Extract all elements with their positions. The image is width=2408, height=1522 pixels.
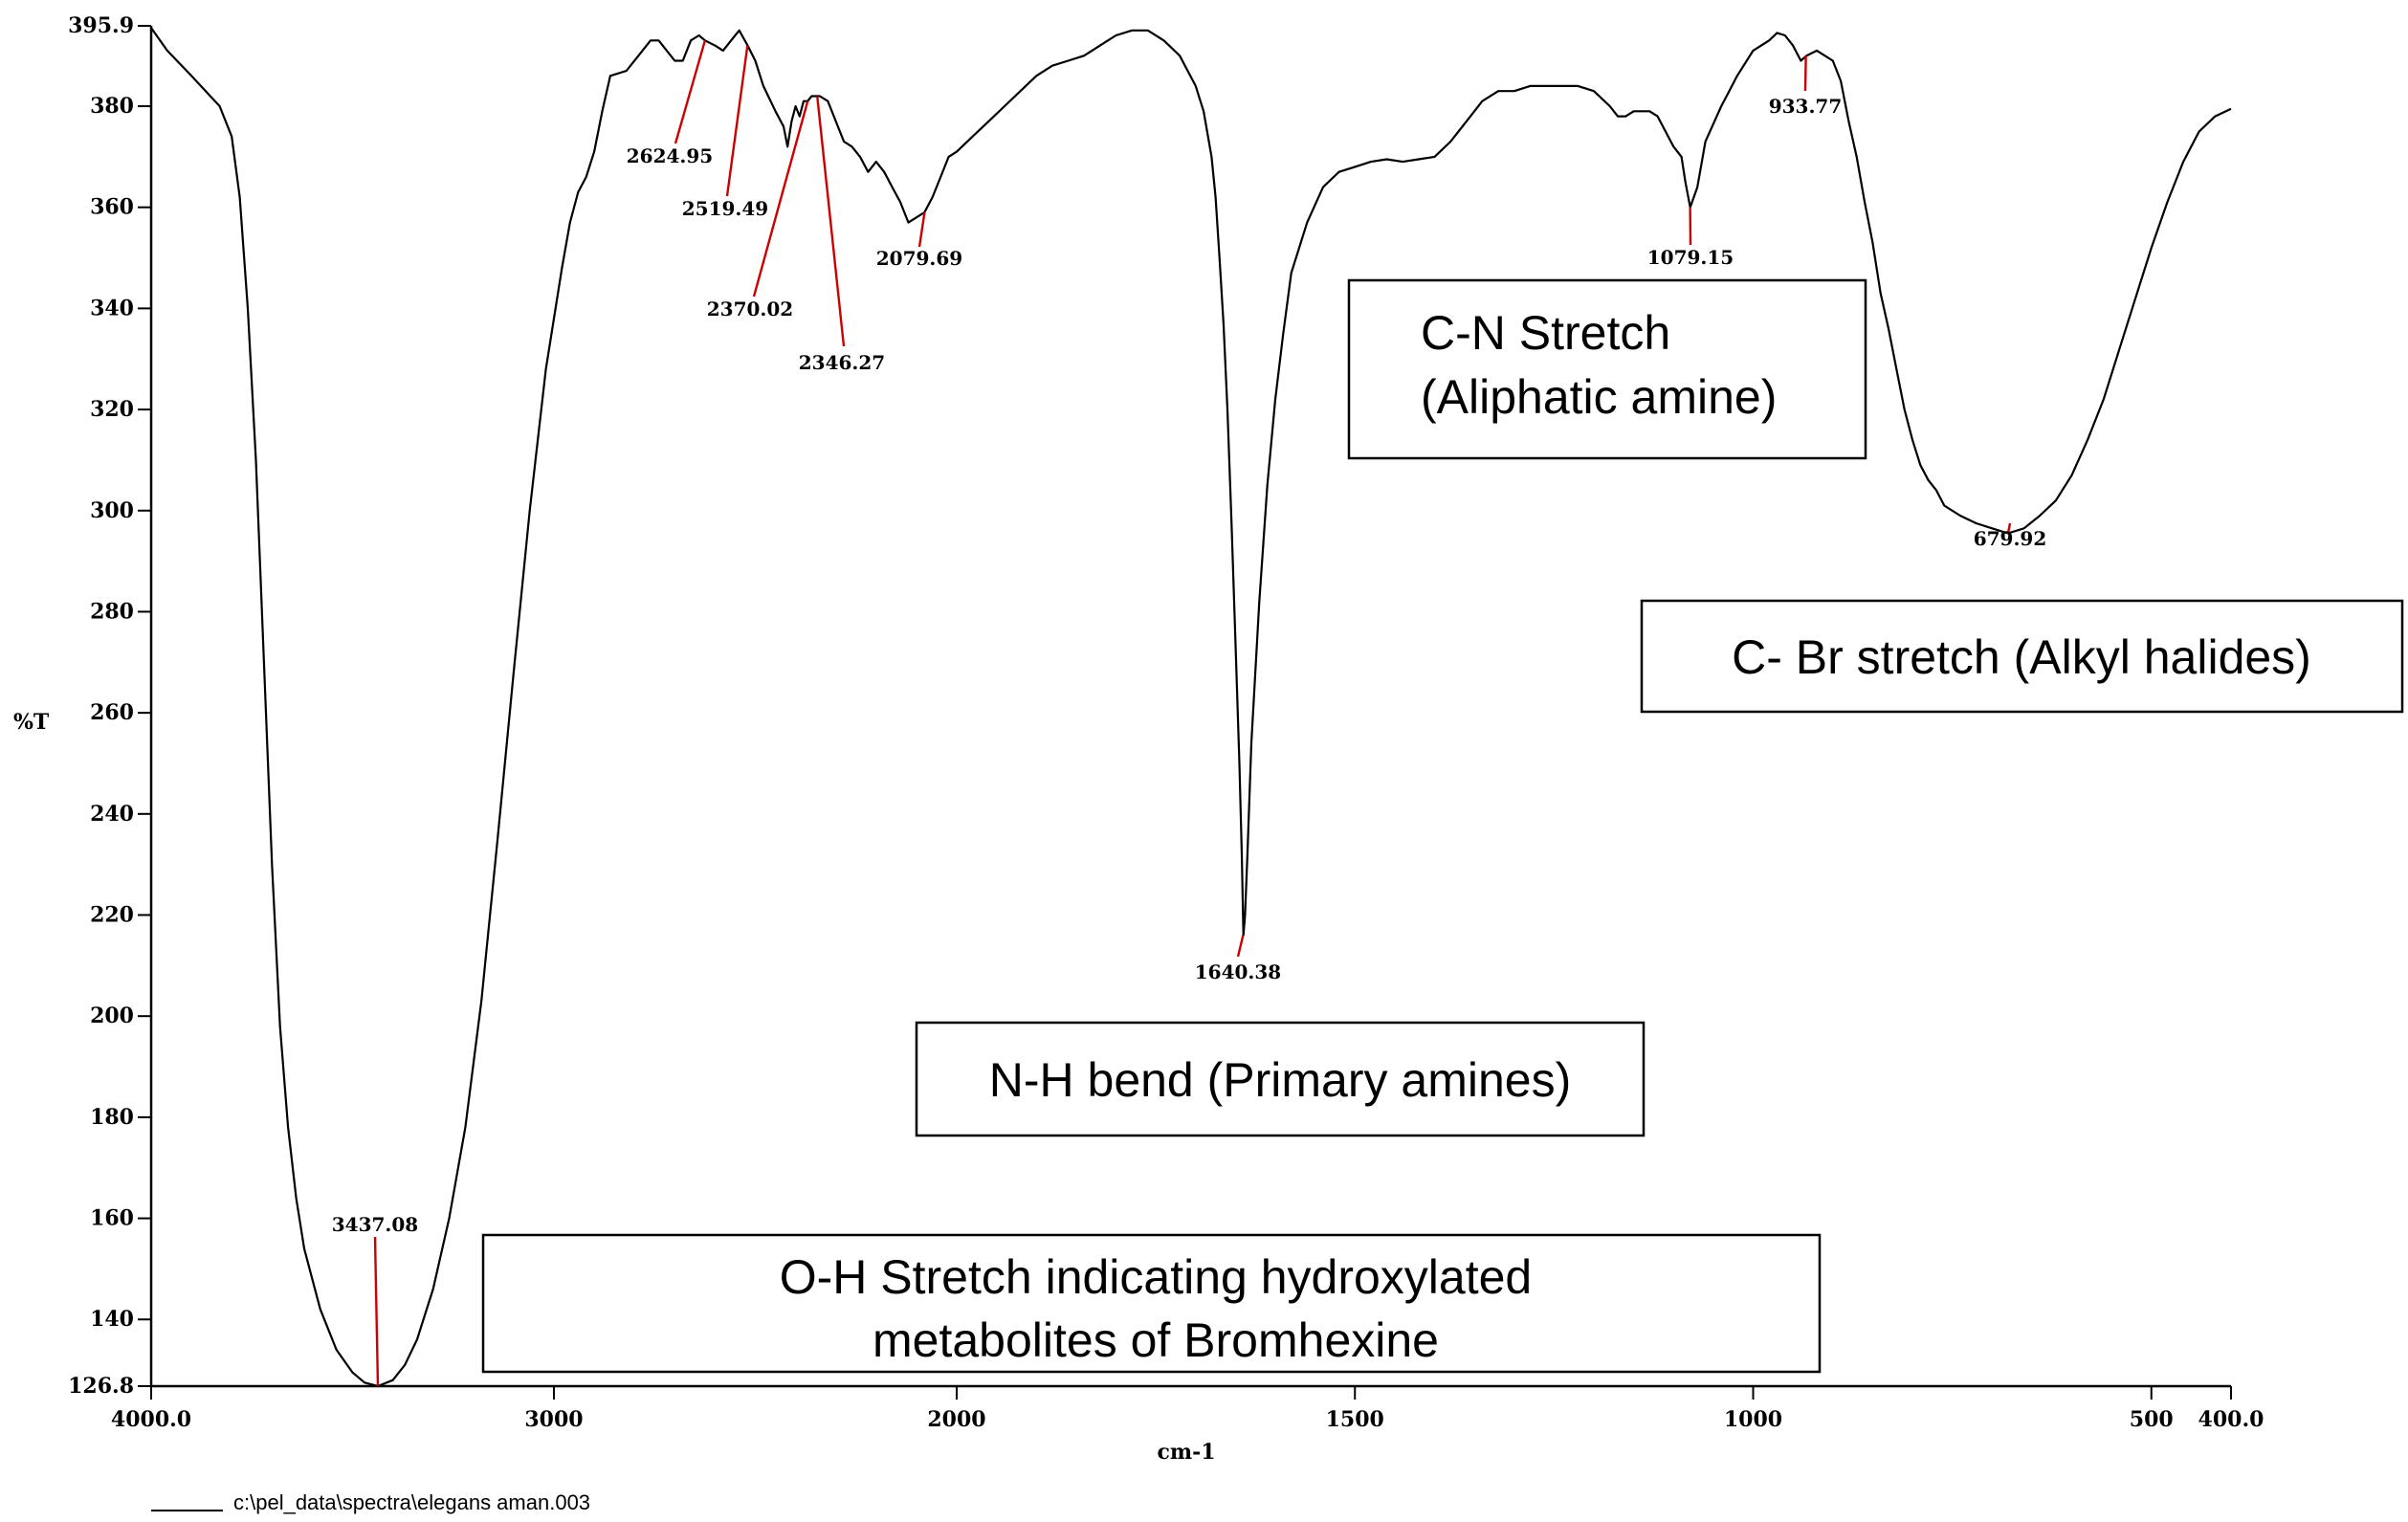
peak-marker-line — [917, 211, 926, 248]
peak-label: 2624.95 — [627, 144, 713, 167]
y-axis-title: %T — [13, 710, 50, 735]
annotation-box: N-H bend (Primary amines) — [915, 1021, 1646, 1137]
x-tick-label: 400.0 — [2198, 1407, 2264, 1432]
y-tick-label: 260 — [90, 700, 134, 725]
y-tick-label: 300 — [90, 498, 134, 523]
x-ticks: 4000.0 3000 2000 1500 1000 500 400.0 — [111, 1386, 2264, 1432]
annotations: C-N Stretch (Aliphatic amine) C- Br stretc… — [481, 278, 2404, 1374]
peak-marker-line — [1803, 55, 1807, 92]
x-tick-label: 3000 — [524, 1407, 583, 1432]
peak-marker-line — [816, 96, 846, 347]
y-tick-label: 240 — [90, 802, 134, 827]
annotation-frame — [481, 1233, 1822, 1374]
peak-label: 3437.08 — [332, 1213, 418, 1236]
annotation-box: O-H Stretch indicating hydroxylated metab… — [481, 1233, 1822, 1374]
peak-label: 2519.49 — [682, 197, 768, 220]
peak-marker-line — [752, 100, 809, 298]
annotation-text: C-N Stretch — [1421, 306, 1670, 360]
peak-label: 2370.02 — [707, 298, 793, 320]
axes — [149, 26, 2231, 1388]
peak-marker-line — [373, 1236, 380, 1387]
spectrum-line — [150, 27, 2232, 1388]
peak-marker-line — [674, 39, 707, 144]
x-tick-label: 1500 — [1326, 1407, 1384, 1432]
x-tick-label: 1000 — [1724, 1407, 1782, 1432]
x-axis-title: cm-1 — [1157, 1440, 1215, 1465]
file-legend: c:\pel_data\spectra\elegans aman.003 — [151, 1490, 590, 1514]
y-tick-label: 360 — [90, 195, 134, 220]
y-tick-label: 180 — [90, 1105, 134, 1130]
annotation-text: N-H bend (Primary amines) — [989, 1053, 1571, 1107]
x-tick-label: 4000.0 — [111, 1407, 191, 1432]
y-tick-label: 280 — [90, 599, 134, 624]
y-tick-label: 220 — [90, 903, 134, 928]
annotation-frame — [915, 1021, 1646, 1137]
peak-label: 2079.69 — [876, 247, 962, 270]
peak-marker-line — [1236, 935, 1245, 958]
peak-marker-line — [725, 45, 749, 197]
peak-marker-line — [2006, 522, 2012, 534]
annotation-box: C-N Stretch (Aliphatic amine) — [1347, 278, 1867, 460]
peak-markers: 3437.08 2624.95 2519.49 2370.02 2346.27 2079.… — [332, 39, 2047, 1387]
annotation-frame — [1640, 599, 2404, 714]
y-tick-label: 340 — [90, 296, 134, 320]
y-tick-label: 160 — [90, 1206, 134, 1231]
y-tick-label: 380 — [90, 94, 134, 119]
annotation-box: C- Br stretch (Alkyl halides) — [1640, 599, 2404, 714]
y-tick-label: 200 — [90, 1004, 134, 1028]
y-tick-label: 320 — [90, 397, 134, 422]
annotation-frame — [1347, 278, 1867, 460]
annotation-text: O-H Stretch indicating hydroxylated — [780, 1250, 1532, 1304]
annotation-text: (Aliphatic amine) — [1421, 370, 1777, 424]
peak-label: 2346.27 — [799, 351, 885, 374]
peak-label: 1079.15 — [1647, 246, 1734, 269]
x-tick-label: 2000 — [927, 1407, 985, 1432]
y-tick-label: 395.9 — [68, 13, 134, 38]
annotation-text: C- Br stretch (Alkyl halides) — [1732, 630, 2311, 684]
x-tick-label: 500 — [2130, 1407, 2174, 1432]
y-tick-label: 140 — [90, 1307, 134, 1332]
y-ticks: 395.9 380 360 340 320 300 280 260 240 220 200 180 16… — [68, 13, 151, 1399]
annotation-text: metabolites of Bromhexine — [873, 1313, 1439, 1367]
file-legend-label: c:\pel_data\spectra\elegans aman.003 — [233, 1490, 590, 1514]
y-tick-label: 126.8 — [68, 1374, 134, 1399]
peak-label: 679.92 — [1974, 527, 2047, 550]
peak-label: 933.77 — [1769, 95, 1843, 118]
peak-label: 1640.38 — [1195, 960, 1281, 983]
